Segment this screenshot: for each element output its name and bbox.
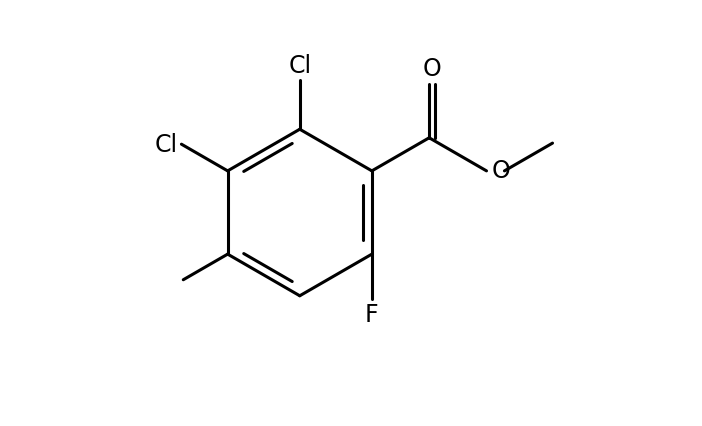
Text: O: O: [423, 57, 442, 81]
Text: F: F: [365, 302, 378, 327]
Text: O: O: [491, 158, 510, 182]
Text: Cl: Cl: [155, 133, 178, 157]
Text: Cl: Cl: [289, 54, 311, 78]
